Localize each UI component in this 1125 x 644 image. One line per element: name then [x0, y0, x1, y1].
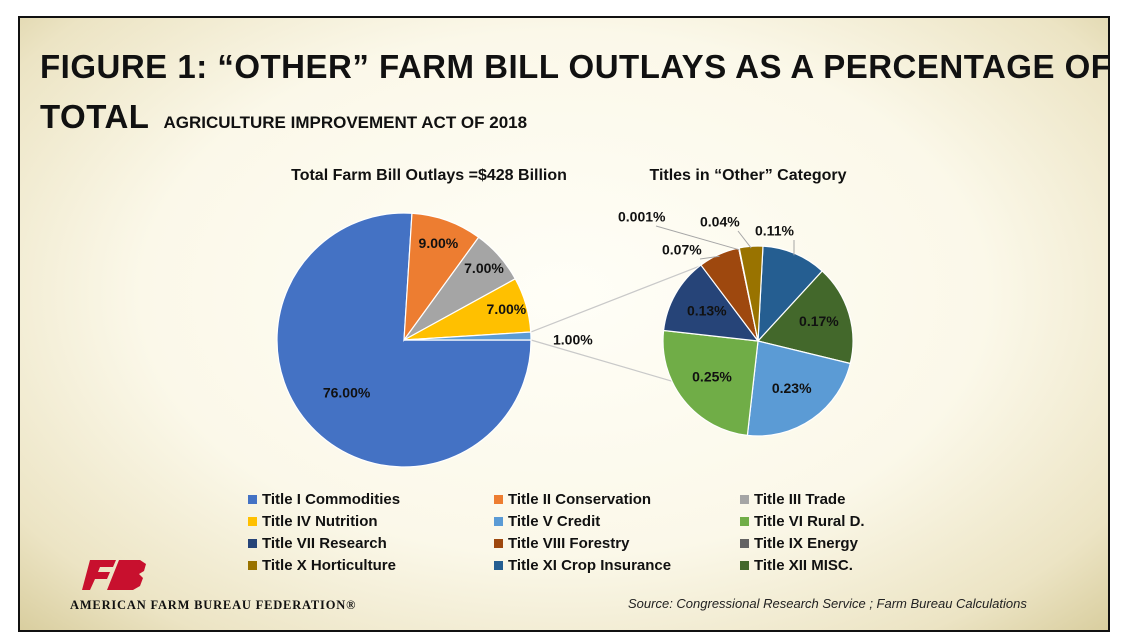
legend-label: Title XII MISC. [754, 557, 853, 574]
legend-item: Title IV Nutrition [248, 512, 494, 531]
legend-label: Title IV Nutrition [262, 513, 378, 530]
figure-subtitle: AGRICULTURE IMPROVEMENT ACT OF 2018 [163, 113, 528, 132]
other-pie-data-label: 0.04% [700, 214, 740, 230]
fb-logo-mark [82, 560, 146, 590]
other-pie-title: Titles in “Other” Category [649, 167, 846, 184]
legend-swatch [740, 517, 749, 526]
other-pie-data-label: 0.001% [618, 209, 666, 225]
legend-label: Title V Credit [508, 513, 601, 530]
legend-swatch [248, 561, 257, 570]
legend-swatch [740, 539, 749, 548]
main-pie-data-label: 9.00% [419, 235, 459, 251]
legend-item: Title III Trade [740, 490, 940, 509]
main-pie-data-label: 7.00% [464, 260, 504, 276]
afbf-logo: AMERICAN FARM BUREAU FEDERATION® [70, 558, 430, 618]
figure-title: FIGURE 1: “OTHER” FARM BILL OUTLAYS AS A… [40, 48, 1110, 85]
legend-swatch [248, 539, 257, 548]
pie-charts: 76.00% 9.00% 7.00% 7.00% 1.00% Total Farm Bil… [276, 167, 854, 468]
legend-item: Title VII Research [248, 534, 494, 553]
chart-legend: Title I Commodities Title II Conservation… [248, 490, 948, 575]
other-pie-leader-line [737, 230, 752, 249]
legend-item: Title XII MISC. [740, 556, 940, 575]
pie-connector-lines [530, 265, 700, 382]
series-connector-line [530, 265, 700, 333]
legend-swatch [494, 495, 503, 504]
legend-swatch [740, 561, 749, 570]
main-pie-data-label: 76.00% [323, 385, 371, 401]
series-connector-line [530, 339, 673, 382]
main-pie-slice [403, 331, 532, 341]
other-pie-slice [746, 340, 852, 437]
legend-item: Title X Horticulture [248, 556, 494, 575]
legend-item: Title XI Crop Insurance [494, 556, 740, 575]
main-pie-data-label: 1.00% [553, 332, 593, 348]
main-pie-data-label: 7.00% [487, 301, 527, 317]
afbf-logo-text: AMERICAN FARM BUREAU FEDERATION® [70, 598, 357, 612]
legend-swatch [248, 495, 257, 504]
other-pie-slice [662, 329, 759, 437]
other-pie-data-label: 0.23% [772, 380, 812, 396]
legend-label: Title XI Crop Insurance [508, 557, 672, 574]
other-pie-slice [662, 264, 760, 342]
source-note: Source: Congressional Research Service ;… [628, 596, 1027, 611]
legend-label: Title VIII Forestry [508, 535, 630, 552]
other-pie-leader-line [655, 225, 740, 251]
other-pie-leader-line [699, 255, 720, 260]
legend-label: Title VII Research [262, 535, 387, 552]
legend-label: Title IX Energy [754, 535, 858, 552]
legend-label: Title II Conservation [508, 491, 652, 508]
figure-frame: FIGURE 1: “OTHER” FARM BILL OUTLAYS AS A… [18, 16, 1110, 632]
legend-swatch [494, 561, 503, 570]
legend-item: Title VI Rural D. [740, 512, 940, 531]
figure-title-line2: TOTAL AGRICULTURE IMPROVEMENT ACT OF 2018 [40, 98, 527, 136]
legend-swatch [494, 539, 503, 548]
other-pie-slice [757, 245, 824, 343]
pie-labels: 76.00% 9.00% 7.00% 7.00% 1.00% Total Farm Bil… [291, 167, 847, 400]
legend-item: Title II Conservation [494, 490, 740, 509]
legend-swatch [740, 495, 749, 504]
other-pie-data-label: 0.17% [799, 313, 839, 329]
legend-label: Title III Trade [754, 491, 846, 508]
legend-item: Title VIII Forestry [494, 534, 740, 553]
legend-swatch [494, 517, 503, 526]
other-pie-data-label: 0.11% [755, 223, 794, 239]
main-pie-slice [276, 212, 532, 468]
main-pie [276, 212, 532, 468]
figure-title-total: TOTAL [40, 98, 150, 135]
other-pie-data-label: 0.25% [692, 369, 732, 385]
legend-item: Title V Credit [494, 512, 740, 531]
legend-label: Title VI Rural D. [754, 513, 865, 530]
legend-swatch [248, 517, 257, 526]
legend-label: Title X Horticulture [262, 557, 396, 574]
main-pie-title: Total Farm Bill Outlays =$428 Billion [291, 167, 567, 184]
legend-item: Title IX Energy [740, 534, 940, 553]
legend-item: Title I Commodities [248, 490, 494, 509]
other-pie-data-label: 0.07% [662, 242, 702, 258]
other-pie [662, 245, 854, 437]
legend-label: Title I Commodities [262, 491, 401, 508]
other-pie-slice [738, 245, 764, 342]
other-pie-data-label: 0.13% [687, 303, 727, 319]
other-pie-slice [756, 270, 854, 365]
